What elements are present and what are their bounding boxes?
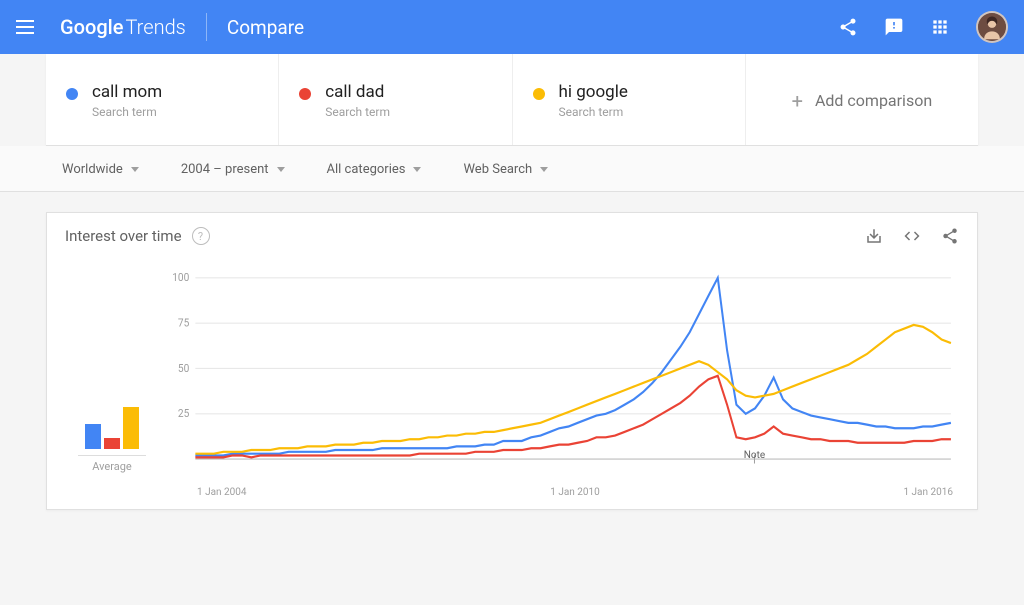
logo-google: Google <box>60 15 123 39</box>
average-block: Average <box>57 269 167 479</box>
svg-text:75: 75 <box>178 316 189 330</box>
compare-term-2[interactable]: hi google Search term <box>513 54 746 145</box>
term-dot <box>533 88 545 100</box>
compare-term-1[interactable]: call dad Search term <box>279 54 512 145</box>
term-sub: Search term <box>92 105 162 119</box>
average-label: Average <box>78 455 146 473</box>
add-comparison[interactable]: + Add comparison <box>746 54 978 145</box>
logo-trends: Trends <box>125 15 185 39</box>
chevron-down-icon <box>277 167 285 172</box>
filter-category[interactable]: All categories <box>327 162 422 177</box>
apps-icon[interactable] <box>930 17 950 37</box>
avatar[interactable] <box>976 11 1008 43</box>
filter-searchtype[interactable]: Web Search <box>463 162 548 177</box>
share-card-icon[interactable] <box>941 227 959 245</box>
chevron-down-icon <box>413 167 421 172</box>
term-dot <box>299 88 311 100</box>
chevron-down-icon <box>131 167 139 172</box>
logo[interactable]: Google Trends <box>60 15 186 39</box>
filter-region-label: Worldwide <box>62 162 123 177</box>
note-marker: Note <box>744 450 765 461</box>
avg-bar <box>104 438 120 449</box>
filter-timerange-label: 2004 – present <box>181 162 269 177</box>
term-sub: Search term <box>325 105 390 119</box>
x-axis-label: 1 Jan 2016 <box>903 487 953 498</box>
filter-category-label: All categories <box>327 162 406 177</box>
compare-term-0[interactable]: call mom Search term <box>46 54 279 145</box>
share-icon[interactable] <box>838 17 858 37</box>
page-title: Compare <box>227 16 304 39</box>
svg-text:25: 25 <box>178 407 189 421</box>
add-comparison-label: Add comparison <box>815 91 932 110</box>
term-sub: Search term <box>559 105 628 119</box>
term-dot <box>66 88 78 100</box>
term-label: call dad <box>325 82 390 102</box>
avg-bar <box>85 424 101 449</box>
embed-icon[interactable] <box>903 227 921 245</box>
term-label: call mom <box>92 82 162 102</box>
chevron-down-icon <box>540 167 548 172</box>
plus-icon: + <box>792 89 803 113</box>
interest-over-time-card: Interest over time ? Average 25 50 75 100 1… <box>46 212 978 510</box>
feedback-icon[interactable] <box>884 17 904 37</box>
download-icon[interactable] <box>865 227 883 245</box>
header-divider <box>206 13 207 41</box>
line-chart: 255075100 1 Jan 20041 Jan 20101 Jan 2016… <box>167 269 957 479</box>
menu-icon[interactable] <box>16 15 40 39</box>
help-icon[interactable]: ? <box>192 227 210 245</box>
filter-region[interactable]: Worldwide <box>62 162 139 177</box>
avg-bar <box>123 407 139 449</box>
x-axis-label: 1 Jan 2010 <box>550 487 600 498</box>
x-axis-label: 1 Jan 2004 <box>197 487 247 498</box>
svg-text:50: 50 <box>178 361 189 375</box>
card-title: Interest over time <box>65 227 182 245</box>
svg-text:100: 100 <box>172 271 189 285</box>
filter-searchtype-label: Web Search <box>463 162 532 177</box>
term-label: hi google <box>559 82 628 102</box>
filter-timerange[interactable]: 2004 – present <box>181 162 285 177</box>
